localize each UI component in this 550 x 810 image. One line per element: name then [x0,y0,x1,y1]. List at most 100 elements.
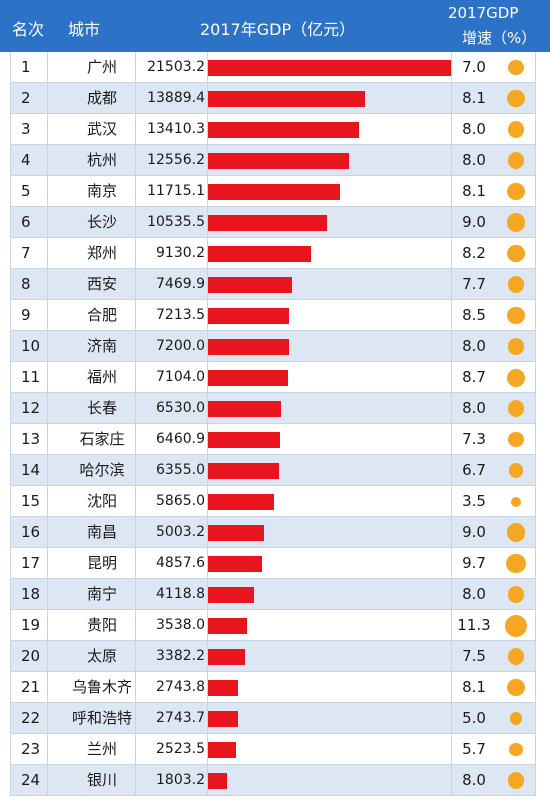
rank-cell: 17 [21,554,41,572]
column-divider [47,455,48,485]
column-divider [207,207,208,237]
rank-cell: 22 [21,709,41,727]
growth-value: 9.0 [462,213,486,231]
header-growth-line1: 2017GDP [448,4,519,22]
growth-dot [511,496,521,507]
rank-cell: 18 [21,585,41,603]
gdp-value: 10535.5 [147,214,205,230]
column-divider [207,331,208,361]
rank-cell: 12 [21,399,41,417]
growth-value: 8.0 [462,120,486,138]
gdp-value: 6530.0 [156,400,205,416]
rank-cell: 21 [21,678,41,696]
column-divider [451,238,452,268]
gdp-bar [207,370,288,386]
rank-cell: 5 [21,182,31,200]
table-row: 7 郑州 9130.2 8.2 [10,238,536,269]
header-city: 城市 [68,20,101,39]
column-divider [207,734,208,764]
gdp-value: 4857.6 [156,555,205,571]
gdp-bar [207,184,340,200]
column-divider [207,672,208,702]
column-divider [451,548,452,578]
table-row: 13 石家庄 6460.9 7.3 [10,424,536,455]
rank-cell: 20 [21,647,41,665]
column-divider [135,300,136,330]
column-divider [47,579,48,609]
growth-dot [507,89,525,108]
column-divider [135,641,136,671]
growth-dot [507,306,525,325]
gdp-value: 6355.0 [156,462,205,478]
growth-value: 8.1 [462,678,486,696]
column-divider [47,424,48,454]
city-cell: 福州 [86,368,117,386]
gdp-bar [207,91,365,107]
city-cell: 济南 [86,337,117,355]
column-divider [207,548,208,578]
column-divider [47,52,48,82]
growth-value: 6.7 [462,461,486,479]
rank-cell: 1 [21,58,31,76]
table-row: 14 哈尔滨 6355.0 6.7 [10,455,536,486]
rank-cell: 8 [21,275,31,293]
gdp-bar [207,618,248,634]
table-row: 23 兰州 2523.5 5.7 [10,734,536,765]
column-divider [207,641,208,671]
gdp-value: 9130.2 [156,245,205,261]
column-divider [47,83,48,113]
column-divider [207,176,208,206]
growth-value: 8.0 [462,151,486,169]
gdp-value: 2743.8 [156,679,205,695]
column-divider [47,300,48,330]
column-divider [207,362,208,392]
column-divider [135,331,136,361]
gdp-bar [207,649,246,665]
growth-dot [507,586,525,603]
growth-dot [507,368,525,387]
column-divider [47,207,48,237]
growth-value: 7.7 [462,275,486,293]
gdp-bar [207,432,281,448]
gdp-value: 2743.7 [156,710,205,726]
column-divider [135,145,136,175]
city-cell: 广州 [86,58,117,76]
city-cell: 沈阳 [86,492,117,510]
growth-value: 9.7 [462,554,486,572]
growth-dot [508,59,524,76]
rank-cell: 13 [21,430,41,448]
column-divider [207,765,208,795]
column-divider [207,610,208,640]
rank-cell: 7 [21,244,31,262]
table-row: 8 西安 7469.9 7.7 [10,269,536,300]
table-row: 9 合肥 7213.5 8.5 [10,300,536,331]
column-divider [207,238,208,268]
column-divider [451,83,452,113]
rank-cell: 6 [21,213,31,231]
city-cell: 兰州 [86,740,117,758]
gdp-value: 7469.9 [156,276,205,292]
growth-value: 8.5 [462,306,486,324]
column-divider [47,641,48,671]
table-row: 5 南京 11715.1 8.1 [10,176,536,207]
column-divider [451,269,452,299]
table-row: 12 长春 6530.0 8.0 [10,393,536,424]
header-gdp: 2017年GDP（亿元） [200,20,356,39]
gdp-bar [207,556,263,572]
table-header: 名次 城市 2017年GDP（亿元） 2017GDP 增速（%） [0,0,550,52]
column-divider [451,610,452,640]
table-row: 15 沈阳 5865.0 3.5 [10,486,536,517]
gdp-bar [207,246,311,262]
column-divider [207,269,208,299]
column-divider [135,548,136,578]
column-divider [451,145,452,175]
city-cell: 杭州 [86,151,117,169]
table-row: 20 太原 3382.2 7.5 [10,641,536,672]
growth-value: 8.0 [462,399,486,417]
column-divider [135,579,136,609]
column-divider [207,52,208,82]
column-divider [135,610,136,640]
column-divider [47,331,48,361]
column-divider [135,672,136,702]
growth-dot [507,244,525,263]
